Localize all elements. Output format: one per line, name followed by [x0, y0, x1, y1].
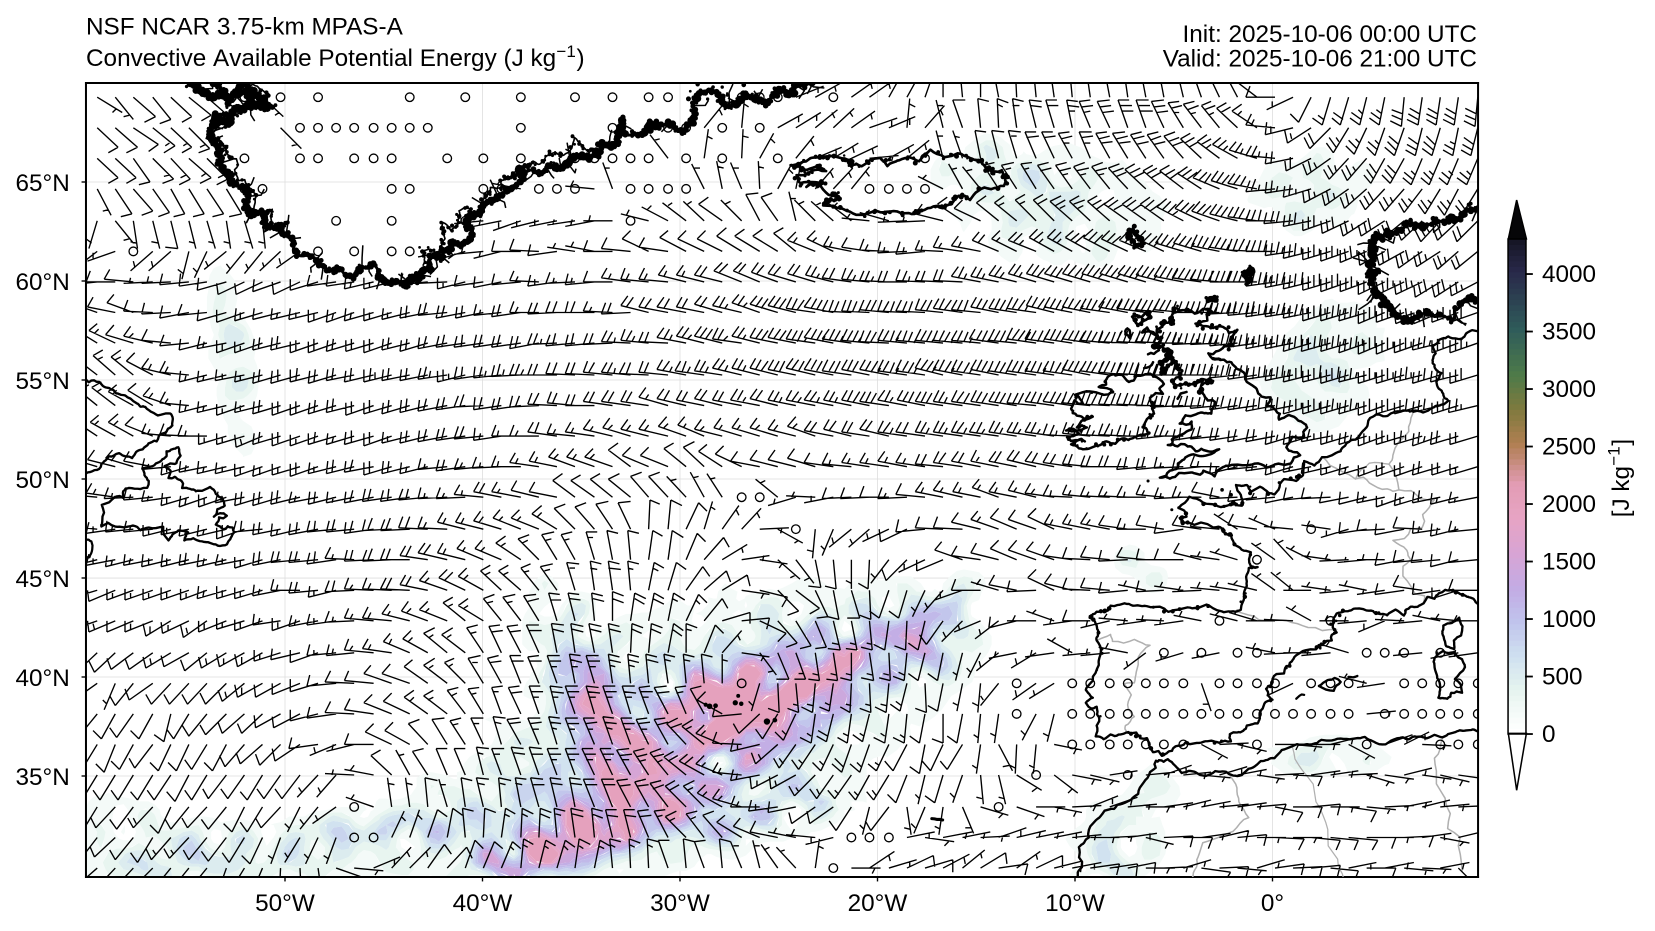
svg-text:3000: 3000 [1542, 376, 1596, 403]
svg-text:2000: 2000 [1542, 491, 1596, 518]
svg-text:4000: 4000 [1542, 261, 1596, 288]
svg-text:50°N: 50°N [15, 467, 69, 494]
svg-text:50°W: 50°W [255, 890, 315, 917]
svg-text:1500: 1500 [1542, 548, 1596, 575]
svg-text:1000: 1000 [1542, 606, 1596, 633]
svg-text:45°N: 45°N [15, 566, 69, 593]
svg-text:Valid: 2025-10-06 21:00 UTC: Valid: 2025-10-06 21:00 UTC [1163, 46, 1477, 73]
svg-text:2500: 2500 [1542, 433, 1596, 460]
svg-text:20°W: 20°W [848, 890, 908, 917]
svg-text:0: 0 [1542, 721, 1556, 748]
svg-text:3500: 3500 [1542, 318, 1596, 345]
svg-text:NSF NCAR 3.75-km MPAS-A: NSF NCAR 3.75-km MPAS-A [86, 13, 404, 40]
svg-text:40°W: 40°W [453, 890, 513, 917]
svg-text:500: 500 [1542, 663, 1583, 690]
svg-text:55°N: 55°N [15, 368, 69, 395]
svg-text:0°: 0° [1261, 890, 1284, 917]
svg-text:Init: 2025-10-06 00:00 UTC: Init: 2025-10-06 00:00 UTC [1183, 21, 1477, 48]
svg-text:10°W: 10°W [1045, 890, 1105, 917]
svg-text:60°N: 60°N [15, 269, 69, 296]
svg-text:30°W: 30°W [650, 890, 710, 917]
svg-text:40°N: 40°N [15, 665, 69, 692]
svg-text:35°N: 35°N [15, 764, 69, 791]
svg-text:65°N: 65°N [15, 170, 69, 197]
